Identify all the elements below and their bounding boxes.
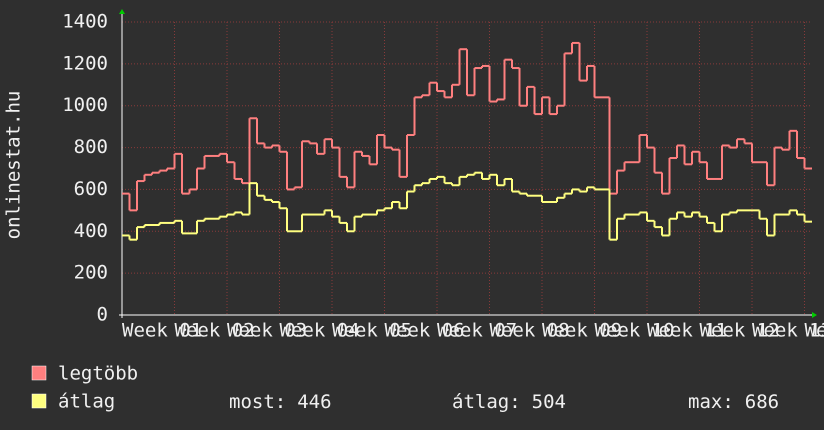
x-tick-label: Week 14	[805, 320, 824, 342]
x-tick-label: Week 03	[227, 320, 307, 342]
stat: most: 446	[229, 391, 332, 413]
step-riser	[128, 172, 806, 240]
stat-value: 446	[297, 391, 331, 413]
y-tick-label: 600	[74, 178, 108, 200]
legend-swatch	[31, 393, 47, 409]
step-riser	[128, 42, 806, 211]
x-tick-label: Week 13	[752, 320, 824, 342]
stat-label: max:	[688, 391, 734, 413]
legend-label: átlag	[58, 391, 115, 413]
x-tick-label: Week 04	[280, 320, 360, 342]
x-tick-label: Week 05	[332, 320, 412, 342]
stat-value: 686	[745, 391, 779, 413]
stat: max: 686	[688, 391, 779, 413]
y-tick-label: 0	[97, 304, 108, 326]
stat: átlag: 504	[452, 391, 566, 413]
x-tick-label: Week 12	[700, 320, 780, 342]
y-tick-label: 800	[74, 136, 108, 158]
y-tick-label: 1000	[62, 94, 108, 116]
x-tick-label: Week 07	[437, 320, 517, 342]
legend-swatch	[31, 365, 47, 381]
x-tick-label: Week 11	[647, 320, 727, 342]
x-tick-label: Week 09	[542, 320, 622, 342]
x-tick-label: Week 10	[595, 320, 675, 342]
x-axis-arrow	[812, 312, 817, 318]
stat-label: most:	[229, 391, 286, 413]
stat-label: átlag:	[452, 391, 521, 413]
series-line	[122, 171, 812, 241]
y-tick-label: 400	[74, 220, 108, 242]
y-tick-label: 1400	[62, 11, 108, 33]
stat-value: 504	[532, 391, 566, 413]
x-tick-label: Week 08	[490, 320, 570, 342]
x-tick-label: Week 06	[385, 320, 465, 342]
y-tick-label: 1200	[62, 52, 108, 74]
series-line	[122, 41, 812, 212]
y-axis-label: onlinestat.hu	[3, 91, 25, 240]
x-tick-label: Week 01	[122, 320, 202, 342]
y-axis-arrow	[119, 9, 125, 14]
legend-label: legtöbb	[58, 363, 138, 385]
y-tick-label: 200	[74, 262, 108, 284]
x-tick-label: Week 02	[175, 320, 255, 342]
